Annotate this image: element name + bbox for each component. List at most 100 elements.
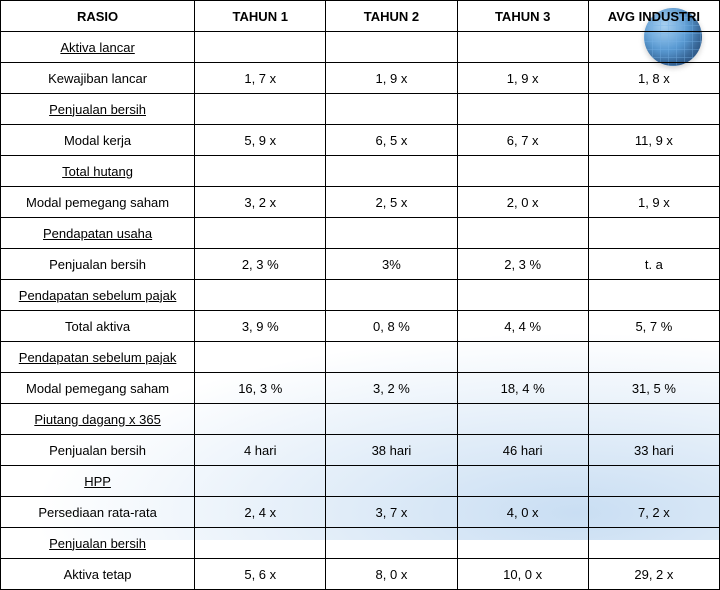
table-row: Penjualan bersih4 hari38 hari46 hari33 h… <box>1 435 720 466</box>
row-label: Pendapatan sebelum pajak <box>1 342 195 373</box>
table-row: Modal kerja5, 9 x6, 5 x6, 7 x11, 9 x <box>1 125 720 156</box>
table-body: Aktiva lancarKewajiban lancar1, 7 x1, 9 … <box>1 32 720 590</box>
cell-value <box>457 156 588 187</box>
cell-value: 3, 7 x <box>326 497 457 528</box>
cell-value <box>457 528 588 559</box>
cell-value: 46 hari <box>457 435 588 466</box>
row-label: Pendapatan sebelum pajak <box>1 280 195 311</box>
table-row: Modal pemegang saham3, 2 x2, 5 x2, 0 x1,… <box>1 187 720 218</box>
cell-value: 5, 7 % <box>588 311 719 342</box>
table-row: Pendapatan usaha <box>1 218 720 249</box>
row-label: Penjualan bersih <box>1 249 195 280</box>
cell-value <box>457 94 588 125</box>
cell-value: 1, 9 x <box>457 63 588 94</box>
row-label: Aktiva lancar <box>1 32 195 63</box>
header-rasio: RASIO <box>1 1 195 32</box>
table-row: HPP <box>1 466 720 497</box>
cell-value <box>326 218 457 249</box>
cell-value: 6, 5 x <box>326 125 457 156</box>
cell-value: 4, 0 x <box>457 497 588 528</box>
cell-value <box>195 156 326 187</box>
row-label: Penjualan bersih <box>1 94 195 125</box>
table-row: Kewajiban lancar1, 7 x1, 9 x1, 9 x1, 8 x <box>1 63 720 94</box>
cell-value <box>326 94 457 125</box>
cell-value <box>326 280 457 311</box>
cell-value <box>588 466 719 497</box>
cell-value <box>588 342 719 373</box>
cell-value <box>195 404 326 435</box>
table-row: Persediaan rata-rata2, 4 x3, 7 x4, 0 x7,… <box>1 497 720 528</box>
cell-value <box>326 156 457 187</box>
cell-value <box>457 404 588 435</box>
cell-value: 4, 4 % <box>457 311 588 342</box>
row-label: Total hutang <box>1 156 195 187</box>
header-tahun3: TAHUN 3 <box>457 1 588 32</box>
cell-value: 31, 5 % <box>588 373 719 404</box>
cell-value: 0, 8 % <box>326 311 457 342</box>
cell-value <box>457 342 588 373</box>
cell-value <box>457 280 588 311</box>
header-tahun1: TAHUN 1 <box>195 1 326 32</box>
cell-value: 38 hari <box>326 435 457 466</box>
row-label: Penjualan bersih <box>1 528 195 559</box>
cell-value <box>326 342 457 373</box>
row-label: Persediaan rata-rata <box>1 497 195 528</box>
cell-value <box>195 280 326 311</box>
cell-value: 3, 2 x <box>195 187 326 218</box>
row-label: Modal kerja <box>1 125 195 156</box>
row-label: Total aktiva <box>1 311 195 342</box>
cell-value <box>588 528 719 559</box>
cell-value <box>195 94 326 125</box>
cell-value: 16, 3 % <box>195 373 326 404</box>
cell-value: 2, 3 % <box>195 249 326 280</box>
cell-value: 3, 9 % <box>195 311 326 342</box>
cell-value <box>588 280 719 311</box>
header-tahun2: TAHUN 2 <box>326 1 457 32</box>
cell-value: 5, 9 x <box>195 125 326 156</box>
cell-value: 4 hari <box>195 435 326 466</box>
cell-value <box>588 156 719 187</box>
row-label: Modal pemegang saham <box>1 187 195 218</box>
cell-value: 5, 6 x <box>195 559 326 590</box>
cell-value <box>588 94 719 125</box>
row-label: HPP <box>1 466 195 497</box>
cell-value <box>588 32 719 63</box>
cell-value: t. a <box>588 249 719 280</box>
cell-value <box>326 404 457 435</box>
row-label: Pendapatan usaha <box>1 218 195 249</box>
cell-value: 33 hari <box>588 435 719 466</box>
cell-value: 3% <box>326 249 457 280</box>
cell-value <box>195 218 326 249</box>
cell-value: 10, 0 x <box>457 559 588 590</box>
row-label: Penjualan bersih <box>1 435 195 466</box>
cell-value <box>326 466 457 497</box>
row-label: Aktiva tetap <box>1 559 195 590</box>
row-label: Piutang dagang x 365 <box>1 404 195 435</box>
cell-value: 29, 2 x <box>588 559 719 590</box>
table-header-row: RASIO TAHUN 1 TAHUN 2 TAHUN 3 AVG INDUST… <box>1 1 720 32</box>
cell-value: 2, 0 x <box>457 187 588 218</box>
cell-value: 1, 9 x <box>588 187 719 218</box>
cell-value <box>326 528 457 559</box>
row-label: Kewajiban lancar <box>1 63 195 94</box>
cell-value: 2, 5 x <box>326 187 457 218</box>
header-avg: AVG INDUSTRI <box>588 1 719 32</box>
table-row: Pendapatan sebelum pajak <box>1 280 720 311</box>
cell-value: 3, 2 % <box>326 373 457 404</box>
cell-value: 2, 3 % <box>457 249 588 280</box>
table-row: Penjualan bersih2, 3 %3%2, 3 %t. a <box>1 249 720 280</box>
cell-value: 1, 7 x <box>195 63 326 94</box>
cell-value <box>588 404 719 435</box>
cell-value <box>588 218 719 249</box>
cell-value <box>195 466 326 497</box>
table-row: Aktiva lancar <box>1 32 720 63</box>
table-row: Total hutang <box>1 156 720 187</box>
cell-value <box>457 218 588 249</box>
cell-value <box>195 32 326 63</box>
table-row: Modal pemegang saham16, 3 %3, 2 %18, 4 %… <box>1 373 720 404</box>
cell-value <box>457 32 588 63</box>
cell-value: 1, 9 x <box>326 63 457 94</box>
cell-value <box>457 466 588 497</box>
financial-ratio-table: RASIO TAHUN 1 TAHUN 2 TAHUN 3 AVG INDUST… <box>0 0 720 590</box>
cell-value: 1, 8 x <box>588 63 719 94</box>
